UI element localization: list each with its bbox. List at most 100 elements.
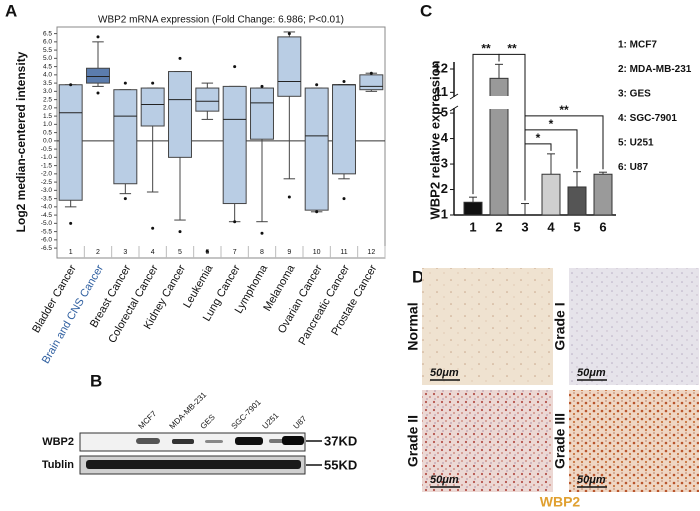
band bbox=[136, 438, 160, 444]
panel-label: D bbox=[412, 267, 424, 286]
category-number: 7 bbox=[233, 249, 237, 256]
scale-bar-label: 50μm bbox=[577, 367, 606, 379]
significance-label: * bbox=[549, 117, 554, 131]
lane-label: U87 bbox=[292, 414, 309, 431]
y-tick-label: 2 bbox=[441, 181, 448, 196]
bar-break bbox=[489, 96, 509, 109]
box bbox=[168, 71, 192, 158]
y-tick-label: 12 bbox=[434, 60, 448, 75]
x-tick-label: 2 bbox=[495, 219, 502, 234]
ihc-label: Grade I bbox=[552, 302, 568, 350]
y-tick-label: -4.0 bbox=[41, 204, 53, 211]
bar bbox=[593, 173, 613, 216]
legend-entry: 4: SGC-7901 bbox=[618, 113, 677, 124]
box bbox=[304, 87, 329, 211]
bar bbox=[463, 201, 483, 216]
outlier bbox=[287, 195, 291, 199]
legend-entry: 2: MDA-MB-231 bbox=[618, 64, 692, 75]
outlier bbox=[342, 197, 346, 201]
y-tick-label: 3 bbox=[441, 155, 448, 170]
category-number: 5 bbox=[178, 249, 182, 256]
y-tick-label: 3.0 bbox=[43, 88, 52, 95]
box bbox=[58, 84, 83, 201]
outlier bbox=[123, 81, 127, 85]
ihc-label: Grade III bbox=[552, 413, 568, 469]
panel-label: C bbox=[420, 1, 432, 20]
x-tick-label: 5 bbox=[573, 219, 580, 234]
y-tick-label: -3.5 bbox=[41, 195, 53, 202]
y-tick-label: 0.5 bbox=[43, 129, 52, 136]
y-tick-label: 11 bbox=[434, 84, 448, 99]
outlier bbox=[233, 220, 237, 224]
y-tick-label: -6.0 bbox=[41, 237, 53, 244]
outlier bbox=[233, 65, 237, 69]
y-tick-label: -2.0 bbox=[41, 171, 53, 178]
significance-bracket bbox=[524, 115, 604, 201]
outlier bbox=[151, 226, 155, 230]
significance-label: ** bbox=[481, 42, 491, 56]
lane-label: GES bbox=[199, 413, 217, 431]
y-tick-label: 6.5 bbox=[43, 30, 52, 37]
ihc-image bbox=[422, 390, 553, 492]
size-label: 37KD bbox=[324, 433, 357, 448]
y-tick-label: -4.5 bbox=[41, 212, 53, 219]
outlier bbox=[342, 79, 346, 83]
category-number: 2 bbox=[96, 249, 100, 256]
box bbox=[113, 89, 138, 185]
western-blot bbox=[79, 432, 322, 475]
y-tick-label: 1.5 bbox=[43, 113, 52, 120]
ihc-label: Grade II bbox=[405, 415, 421, 467]
legend-entry: 1: MCF7 bbox=[618, 40, 657, 51]
outlier bbox=[205, 249, 209, 253]
category-number: 9 bbox=[287, 249, 291, 256]
outlier bbox=[178, 56, 182, 60]
panel-label: B bbox=[90, 371, 102, 390]
category-number: 3 bbox=[123, 249, 127, 256]
ihc-label: Normal bbox=[405, 302, 421, 350]
lane-label: SGC-7901 bbox=[230, 397, 263, 430]
category-number: 11 bbox=[340, 249, 347, 256]
y-tick-label: -6.5 bbox=[41, 245, 53, 252]
axis-break bbox=[449, 93, 459, 100]
outlier bbox=[96, 91, 100, 95]
ihc-image bbox=[569, 268, 699, 385]
stain-label: WBP2 bbox=[540, 494, 581, 510]
y-tick-label: 4 bbox=[441, 130, 449, 145]
band bbox=[235, 437, 263, 445]
y-tick-label: -2.5 bbox=[41, 179, 53, 186]
axis-break bbox=[449, 105, 459, 112]
box bbox=[277, 36, 302, 97]
outlier bbox=[123, 197, 127, 201]
outlier bbox=[315, 210, 319, 214]
significance-label: * bbox=[536, 131, 541, 145]
category-number: 10 bbox=[313, 249, 321, 256]
outlier bbox=[369, 71, 373, 75]
y-tick-label: -1.5 bbox=[41, 162, 53, 169]
band bbox=[282, 436, 304, 445]
box bbox=[332, 84, 356, 175]
y-tick-label: -0.5 bbox=[41, 146, 53, 153]
band bbox=[172, 439, 194, 444]
box bbox=[86, 67, 110, 84]
outlier bbox=[69, 83, 73, 87]
ihc-image bbox=[422, 268, 553, 385]
y-tick-label: 4.5 bbox=[43, 63, 52, 70]
legend-entry: 6: U87 bbox=[618, 162, 648, 173]
y-axis-label: WBP2 relative expression bbox=[427, 60, 442, 219]
significance-label: ** bbox=[559, 103, 569, 117]
y-tick-label: 4.0 bbox=[43, 72, 52, 79]
category-number: 4 bbox=[151, 249, 155, 256]
y-tick-label: 0.0 bbox=[43, 138, 52, 145]
y-tick-label: 2.5 bbox=[43, 96, 52, 103]
scale-bar-label: 50μm bbox=[430, 474, 459, 486]
legend-entry: 3: GES bbox=[618, 89, 651, 100]
category-number: 12 bbox=[367, 249, 375, 256]
box bbox=[195, 87, 220, 112]
bar bbox=[567, 186, 587, 216]
scale-bar-label: 50μm bbox=[430, 367, 459, 379]
lane-label: MCF7 bbox=[137, 409, 159, 431]
x-tick-label: 3 bbox=[521, 219, 528, 234]
y-tick-label: 5 bbox=[441, 105, 448, 120]
y-tick-label: 5.5 bbox=[43, 47, 52, 54]
